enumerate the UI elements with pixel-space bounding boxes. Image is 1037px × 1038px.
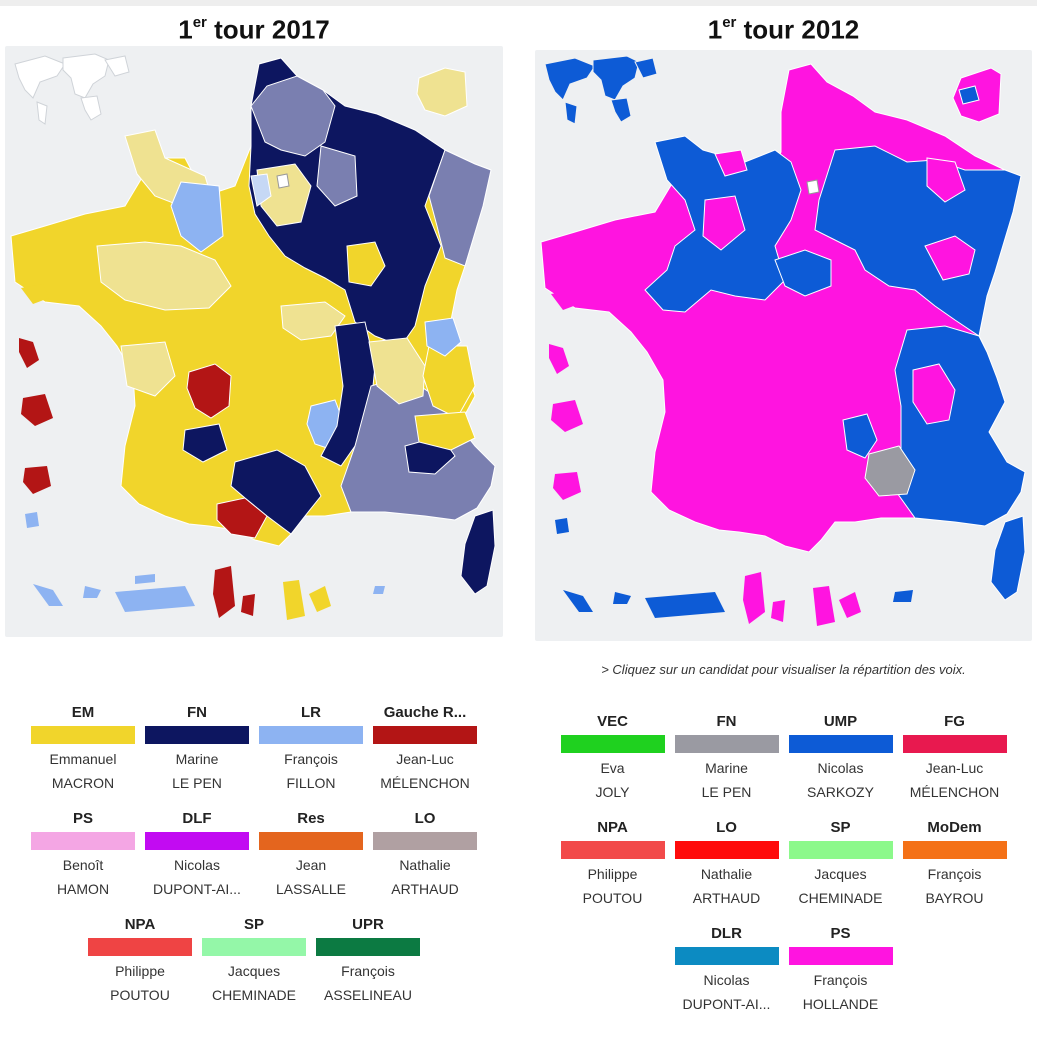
color-swatch [674, 947, 779, 965]
region-hollande-east-1[interactable] [926, 157, 966, 203]
color-swatch [373, 832, 477, 850]
color-swatch [560, 735, 665, 753]
map-2012[interactable] [535, 50, 1032, 641]
legend-2012: VEC Eva JOLY FN Marine LE PEN UMP Nicola… [535, 713, 1032, 1031]
legend-2017-row-2: PS Benoît HAMON DLF Nicolas DUPONT-AI...… [5, 810, 503, 898]
region-corsica[interactable] [990, 515, 1026, 601]
color-swatch [145, 832, 249, 850]
legend-2012-row-2: NPA Philippe POUTOU LO Nathalie ARTHAUD … [535, 819, 1032, 907]
legend-2017: EM Emmanuel MACRON FN Marine LE PEN LR F… [5, 704, 503, 1022]
color-swatch [259, 832, 363, 850]
candidate-2012-arthaud[interactable]: LO Nathalie ARTHAUD [674, 819, 779, 907]
candidate-2012-hollande[interactable]: PS François HOLLANDE [788, 925, 893, 1013]
region-melenchon-limousin[interactable] [186, 363, 232, 419]
region-sarkozy-southeast[interactable] [894, 325, 1026, 527]
region-lepen-gard[interactable] [864, 445, 916, 497]
candidate-2017-fillon[interactable]: LR François FILLON [259, 704, 363, 792]
candidate-2012-bayrou[interactable]: MoDem François BAYROU [902, 819, 1007, 907]
color-swatch [788, 947, 893, 965]
region-sarkozy-lozere[interactable] [842, 413, 878, 459]
map-title-2012: 1er tour 2012 [707, 14, 860, 45]
candidate-2017-asselineau[interactable]: UPR François ASSELINEAU [316, 916, 420, 1004]
region-hollande-sarthe[interactable] [702, 195, 746, 251]
france-map-2012[interactable] [535, 50, 1032, 641]
color-swatch [145, 726, 249, 744]
region-lepen-south[interactable] [230, 449, 322, 535]
region-lepen-light-1[interactable] [250, 75, 336, 157]
region-sarkozy-center-n[interactable] [774, 249, 832, 297]
color-swatch [31, 726, 135, 744]
region-paris-center[interactable] [276, 173, 290, 189]
world-inset [14, 53, 130, 125]
candidate-2017-melenchon[interactable]: Gauche R... Jean-Luc MÉLENCHON [373, 704, 477, 792]
color-swatch [259, 726, 363, 744]
region-paris-light[interactable] [250, 173, 272, 207]
region-paris-center[interactable] [806, 179, 820, 195]
color-swatch [202, 938, 306, 956]
color-swatch [788, 841, 893, 859]
overseas-left[interactable] [549, 290, 913, 626]
hint-text: > Cliquez sur un candidat pour visualise… [601, 662, 966, 677]
region-sw-light[interactable] [120, 341, 176, 397]
color-swatch [674, 735, 779, 753]
color-swatch [88, 938, 192, 956]
color-swatch [674, 841, 779, 859]
region-corsica[interactable] [460, 509, 496, 595]
candidate-2017-hamon[interactable]: PS Benoît HAMON [31, 810, 135, 898]
region-hollande-east-2[interactable] [924, 235, 976, 281]
candidate-2017-lassalle[interactable]: Res Jean LASSALLE [259, 810, 363, 898]
candidate-2012-dupont-aignan[interactable]: DLR Nicolas DUPONT-AI... [674, 925, 779, 1013]
candidate-2012-poutou[interactable]: NPA Philippe POUTOU [560, 819, 665, 907]
region-hollande-calvados[interactable] [714, 149, 748, 177]
color-swatch [902, 735, 1007, 753]
france-map-2017[interactable] [5, 46, 503, 637]
candidate-2012-lepen[interactable]: FN Marine LE PEN [674, 713, 779, 801]
region-lepen-light-2[interactable] [428, 149, 492, 267]
color-swatch [788, 735, 893, 753]
region-fillon-west[interactable] [170, 181, 224, 253]
region-west-light[interactable] [96, 241, 232, 311]
region-alps-fillon[interactable] [424, 317, 462, 357]
color-swatch [902, 841, 1007, 859]
region-lightyellow-center[interactable] [280, 301, 346, 341]
region-alps-light[interactable] [368, 337, 426, 405]
top-bar [0, 0, 1037, 6]
map-2017[interactable] [5, 46, 503, 637]
region-center-yellow[interactable] [346, 241, 386, 287]
candidate-2017-arthaud[interactable]: LO Nathalie ARTHAUD [373, 810, 477, 898]
overseas-left[interactable] [19, 284, 385, 620]
color-swatch [316, 938, 420, 956]
legend-2012-row-3: DLR Nicolas DUPONT-AI... PS François HOL… [535, 925, 1032, 1013]
saint-pierre-inset [416, 67, 468, 117]
color-swatch [560, 841, 665, 859]
color-swatch [31, 832, 135, 850]
candidate-2017-dupont-aignan[interactable]: DLF Nicolas DUPONT-AI... [145, 810, 249, 898]
legend-2017-row-1: EM Emmanuel MACRON FN Marine LE PEN LR F… [5, 704, 503, 792]
map-title-2017: 1er tour 2017 [178, 14, 330, 45]
legend-2012-row-1: VEC Eva JOLY FN Marine LE PEN UMP Nicola… [535, 713, 1032, 801]
candidate-2012-melenchon[interactable]: FG Jean-Luc MÉLENCHON [902, 713, 1007, 801]
legend-2017-row-3: NPA Philippe POUTOU SP Jacques CHEMINADE… [5, 916, 503, 1004]
saint-pierre-inset [952, 67, 1002, 123]
candidate-2017-cheminade[interactable]: SP Jacques CHEMINADE [202, 916, 306, 1004]
region-lepen-southwest[interactable] [182, 423, 228, 463]
candidate-2017-macron[interactable]: EM Emmanuel MACRON [31, 704, 135, 792]
region-paris[interactable] [256, 163, 312, 227]
candidate-2017-lepen[interactable]: FN Marine LE PEN [145, 704, 249, 792]
candidate-2012-sarkozy[interactable]: UMP Nicolas SARKOZY [788, 713, 893, 801]
region-hollande-isere[interactable] [912, 363, 956, 425]
candidate-2012-joly[interactable]: VEC Eva JOLY [560, 713, 665, 801]
region-lepen-light-3[interactable] [316, 145, 358, 207]
world-inset [544, 55, 658, 125]
region-ardeche-yellow[interactable] [414, 411, 476, 451]
candidate-2012-cheminade[interactable]: SP Jacques CHEMINADE [788, 819, 893, 907]
color-swatch [373, 726, 477, 744]
candidate-2017-poutou[interactable]: NPA Philippe POUTOU [88, 916, 192, 1004]
